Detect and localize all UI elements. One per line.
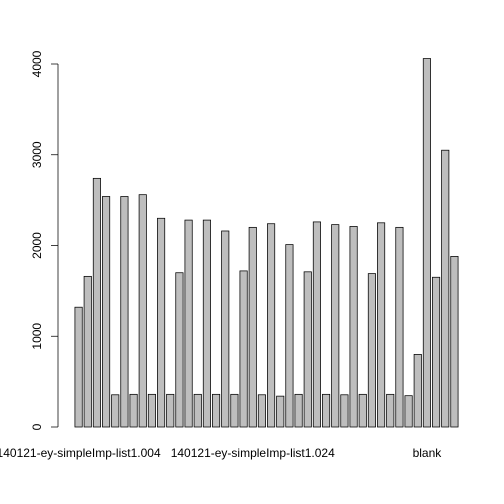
- bar: [285, 244, 294, 428]
- bar: [432, 276, 441, 428]
- bar: [111, 394, 120, 428]
- bar: [404, 395, 413, 428]
- bar: [138, 194, 147, 428]
- y-tick-label: 2000: [30, 232, 44, 259]
- bar: [377, 222, 386, 428]
- y-axis: 0 1000 2000 3000 4000: [30, 50, 59, 430]
- bar: [74, 306, 83, 428]
- bar: [386, 393, 395, 428]
- bars: [74, 58, 459, 428]
- y-tick-label: 1000: [30, 323, 44, 350]
- bar: [294, 393, 303, 428]
- bar: [322, 393, 331, 428]
- bar: [312, 221, 321, 428]
- x-axis-labels: 140121-ey-simpleImp-list1.004 140121-ey-s…: [0, 446, 442, 460]
- bar: [303, 271, 312, 428]
- bar: [193, 393, 202, 428]
- bar: [358, 393, 367, 428]
- bar: [202, 219, 211, 428]
- bar: [257, 394, 266, 428]
- bar: [175, 272, 184, 428]
- bar: [248, 226, 257, 428]
- x-category-label: 140121-ey-simpleImp-list1.004: [0, 446, 161, 460]
- bar: [340, 394, 349, 428]
- bar: [221, 230, 230, 428]
- bar: [184, 219, 193, 428]
- bar: [441, 149, 450, 428]
- bar: [331, 224, 340, 428]
- x-category-label: 140121-ey-simpleImp-list1.024: [171, 446, 335, 460]
- bar: [276, 395, 285, 428]
- bar: [422, 58, 431, 428]
- bar: [395, 226, 404, 428]
- bar: [166, 393, 175, 428]
- bar: [349, 226, 358, 428]
- bar: [239, 270, 248, 428]
- y-tick-label: 4000: [30, 50, 44, 77]
- bar: [450, 256, 459, 428]
- y-tick-label: 0: [30, 423, 44, 430]
- bar: [120, 196, 129, 428]
- bar: [367, 273, 376, 428]
- bar: [413, 354, 422, 428]
- y-tick-label: 3000: [30, 141, 44, 168]
- bar: [230, 393, 239, 428]
- bar: [102, 196, 111, 428]
- bar: [129, 393, 138, 428]
- bar: [92, 177, 101, 428]
- bar: [267, 223, 276, 428]
- bar: [157, 217, 166, 428]
- bar: [83, 275, 92, 428]
- bar: [147, 393, 156, 428]
- x-category-label: blank: [413, 446, 443, 460]
- bar: [212, 393, 221, 428]
